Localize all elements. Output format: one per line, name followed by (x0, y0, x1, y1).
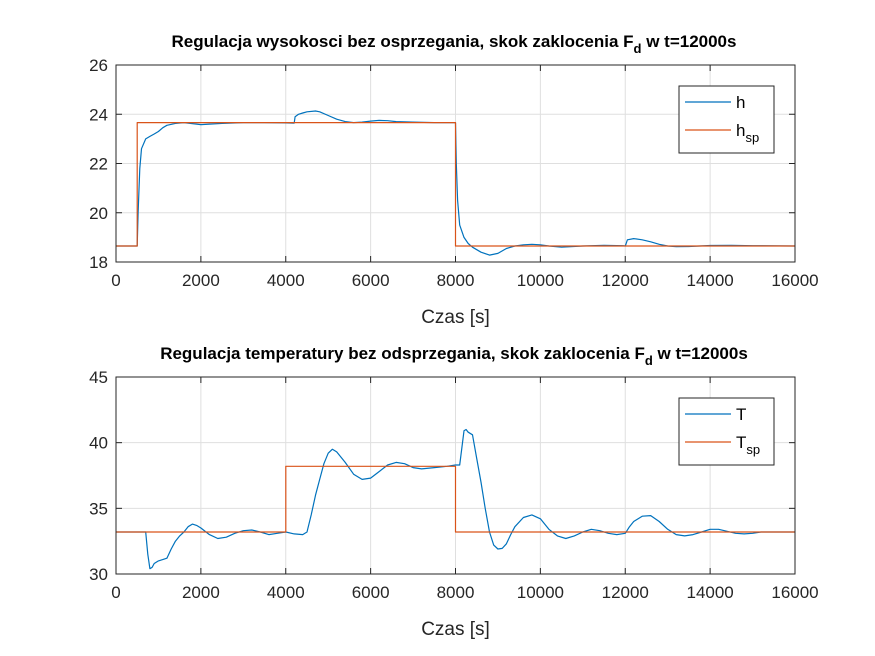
legend-label: h (736, 93, 745, 112)
legend: h hsp (678, 85, 775, 154)
x-tick-label: 8000 (437, 271, 475, 290)
plot-area (116, 428, 795, 570)
series-line-hsp (116, 121, 795, 247)
axis-ticks: 0 2000 4000 6000 8000 10000 12000 14000 16000 30 3… (89, 368, 819, 602)
y-tick-label: 20 (89, 204, 108, 223)
x-tick-label: 4000 (267, 583, 305, 602)
y-tick-label: 26 (89, 56, 108, 75)
y-tick-label: 30 (89, 565, 108, 584)
chart-title: Regulacja wysokosci bez osprzegania, sko… (172, 32, 737, 56)
legend-label: hsp (736, 121, 759, 145)
series-line-Tsp (116, 465, 795, 533)
temperature-chart: Regulacja temperatury bez odsprzegania, … (89, 344, 819, 640)
x-tick-label: 6000 (352, 583, 390, 602)
x-axis-label: Czas [s] (421, 307, 490, 328)
axis-ticks: 0 2000 4000 6000 8000 10000 12000 14000 16000 18 2… (89, 56, 819, 290)
x-tick-label: 8000 (437, 583, 475, 602)
y-tick-label: 45 (89, 368, 108, 387)
chart-title: Regulacja temperatury bez odsprzegania, … (160, 344, 748, 368)
x-tick-label: 4000 (267, 271, 305, 290)
x-tick-label: 10000 (517, 271, 564, 290)
x-tick-label: 2000 (182, 271, 220, 290)
x-tick-label: 16000 (771, 271, 818, 290)
x-tick-label: 0 (111, 583, 120, 602)
legend-box (678, 85, 775, 154)
legend-label: T (736, 405, 746, 424)
legend-box (678, 397, 775, 466)
x-tick-label: 0 (111, 271, 120, 290)
y-tick-label: 35 (89, 499, 108, 518)
x-tick-label: 2000 (182, 583, 220, 602)
plot-area (116, 110, 795, 256)
y-tick-label: 18 (89, 253, 108, 272)
legend: T Tsp (678, 397, 775, 466)
x-tick-label: 12000 (602, 583, 649, 602)
y-tick-label: 22 (89, 155, 108, 174)
y-tick-label: 24 (89, 105, 108, 124)
x-tick-label: 16000 (771, 583, 818, 602)
x-tick-label: 14000 (686, 271, 733, 290)
height-chart: Regulacja wysokosci bez osprzegania, sko… (89, 32, 819, 328)
x-tick-label: 14000 (686, 583, 733, 602)
x-tick-label: 12000 (602, 271, 649, 290)
y-tick-label: 40 (89, 434, 108, 453)
x-tick-label: 6000 (352, 271, 390, 290)
x-tick-label: 10000 (517, 583, 564, 602)
legend-label: Tsp (736, 433, 760, 457)
x-axis-label: Czas [s] (421, 619, 490, 640)
